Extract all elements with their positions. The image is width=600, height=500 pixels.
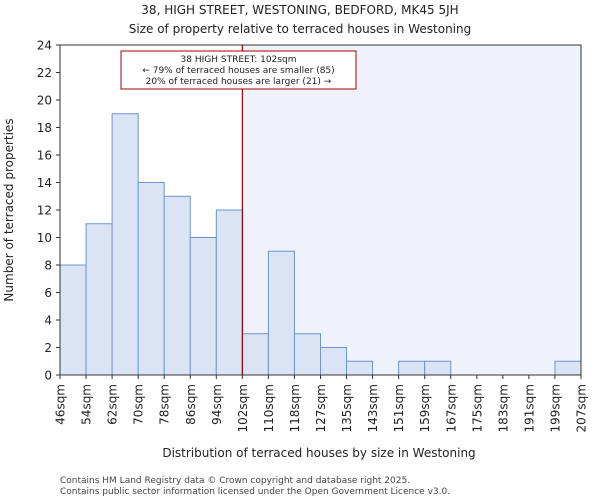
x-tick-label: 207sqm	[575, 384, 589, 432]
x-tick-label: 175sqm	[470, 384, 484, 432]
y-tick-label: 10	[37, 231, 52, 245]
x-tick-label: 54sqm	[80, 384, 94, 425]
footer-line-2: Contains public sector information licen…	[60, 487, 450, 497]
bar	[398, 360, 426, 376]
y-tick-label: 4	[44, 314, 52, 328]
bar	[346, 360, 374, 376]
plot-frame	[59, 44, 582, 376]
y-tick-label: 12	[37, 204, 52, 218]
x-tick-label: 143sqm	[366, 384, 380, 432]
y-tick-label: 0	[44, 369, 52, 383]
annotation-box: 38 HIGH STREET: 102sqm ← 79% of terraced…	[120, 50, 357, 90]
bar	[424, 360, 452, 376]
x-tick-label: 159sqm	[418, 384, 432, 432]
annotation-line-2: ← 79% of terraced houses are smaller (85…	[142, 66, 334, 76]
x-tick-label: 167sqm	[444, 384, 458, 432]
chart-subtitle: Size of property relative to terraced ho…	[129, 22, 471, 36]
bar	[111, 113, 139, 376]
y-tick-label: 8	[44, 259, 52, 273]
x-tick-label: 94sqm	[210, 384, 224, 425]
y-axis-label: Number of terraced properties	[2, 118, 16, 301]
x-tick-label: 46sqm	[54, 384, 68, 425]
bar	[163, 195, 191, 376]
y-tick-label: 24	[37, 39, 52, 53]
bar	[320, 347, 348, 376]
bar	[293, 333, 322, 376]
annotation-line-3: 20% of terraced houses are larger (21) →	[146, 77, 332, 87]
bar	[554, 360, 582, 376]
x-axis-label: Distribution of terraced houses by size …	[162, 446, 475, 460]
y-tick-label: 20	[37, 94, 52, 108]
bars-group	[59, 113, 582, 376]
y-tick-label: 22	[37, 66, 52, 80]
x-tick-label: 135sqm	[340, 384, 354, 432]
x-tick-label: 62sqm	[106, 384, 120, 425]
x-axis: 46sqm 54sqm 62sqm 70sqm 78sqm 86sqm 94sqm 102sq…	[54, 375, 589, 432]
y-tick-label: 18	[37, 121, 52, 135]
bar	[85, 223, 113, 376]
x-tick-label: 191sqm	[522, 384, 536, 432]
bar	[137, 182, 165, 376]
y-tick-label: 14	[37, 176, 52, 190]
bar	[241, 333, 269, 376]
x-tick-label: 78sqm	[158, 384, 172, 425]
chart-title: 38, HIGH STREET, WESTONING, BEDFORD, MK4…	[141, 3, 458, 17]
bar	[59, 264, 87, 376]
y-tick-label: 6	[44, 286, 52, 300]
x-tick-label: 102sqm	[236, 384, 250, 432]
bar	[189, 237, 217, 376]
highlight-region	[242, 45, 581, 375]
x-tick-label: 183sqm	[496, 384, 510, 432]
x-tick-label: 70sqm	[132, 384, 146, 425]
x-tick-label: 118sqm	[288, 384, 302, 432]
annotation-line-1: 38 HIGH STREET: 102sqm	[181, 55, 297, 65]
x-tick-label: 199sqm	[548, 384, 562, 432]
x-tick-label: 151sqm	[392, 384, 406, 432]
annotation-border	[120, 50, 357, 90]
y-tick-label: 2	[44, 341, 52, 355]
x-tick-label: 127sqm	[314, 384, 328, 432]
x-tick-label: 110sqm	[262, 384, 276, 432]
y-tick-label: 16	[37, 149, 52, 163]
footer-line-1: Contains HM Land Registry data © Crown c…	[60, 476, 410, 486]
bar	[267, 250, 295, 376]
bar	[215, 209, 243, 376]
x-tick-label: 86sqm	[184, 384, 198, 425]
